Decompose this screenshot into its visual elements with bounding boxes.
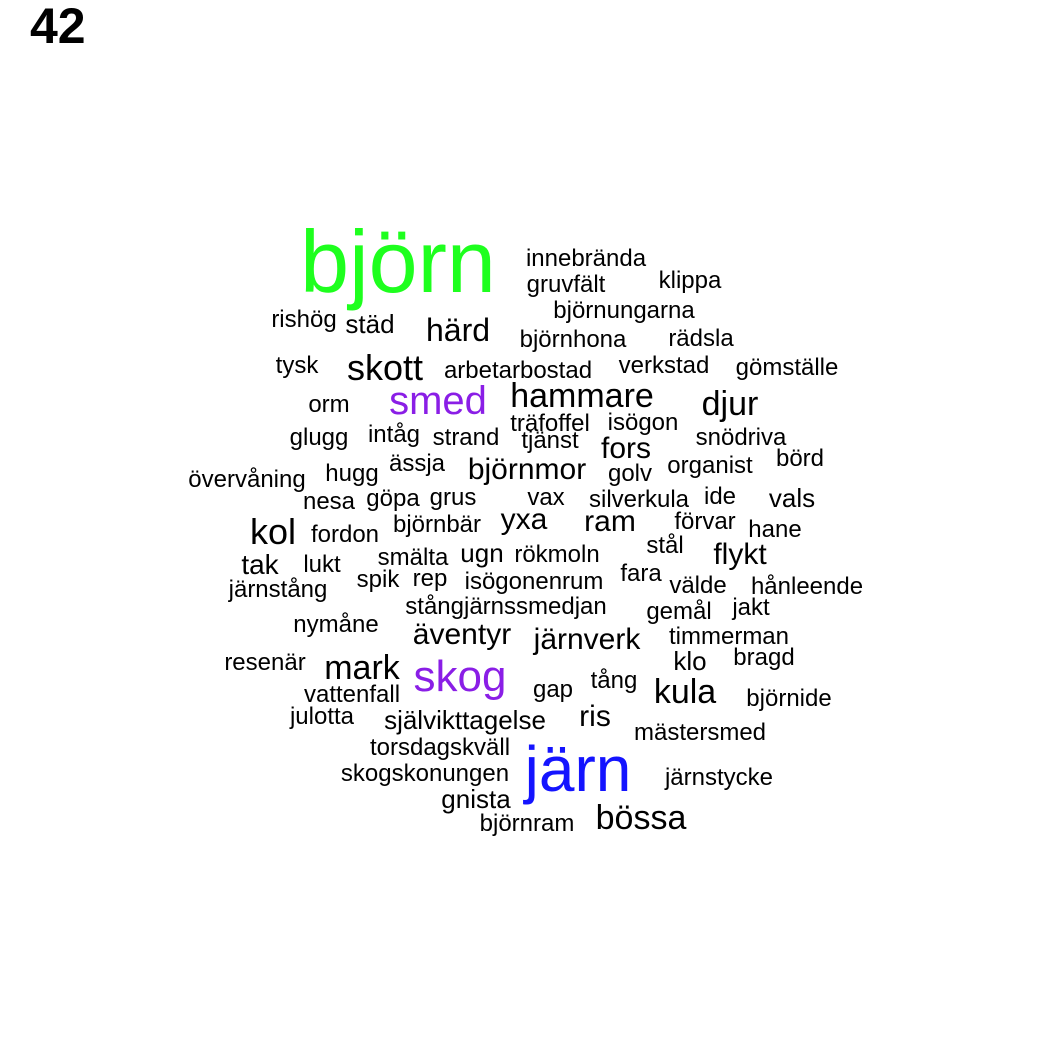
cloud-word: lukt [303, 551, 341, 578]
cloud-word: gruvfält [526, 271, 606, 298]
cloud-word: fara [620, 560, 662, 587]
cloud-word: björnmor [467, 453, 587, 486]
cloud-word: julotta [289, 703, 355, 730]
cloud-word: nymåne [293, 611, 379, 638]
cloud-word: orm [308, 391, 350, 418]
cloud-word: smed [389, 379, 487, 423]
cloud-word: strand [432, 424, 500, 451]
cloud-word: djur [701, 385, 759, 423]
cloud-word: skog [413, 652, 507, 701]
page-number: 42 [30, 0, 86, 54]
cloud-word: fors [600, 432, 652, 465]
cloud-word: rishög [271, 306, 337, 333]
cloud-word: björnide [746, 685, 832, 712]
cloud-word: stål [646, 532, 684, 559]
cloud-word: kula [653, 673, 717, 711]
cloud-word: björnbär [392, 511, 482, 538]
cloud-word: björnhona [519, 326, 627, 353]
cloud-word: rädsla [668, 325, 734, 352]
cloud-word: intåg [367, 421, 421, 448]
cloud-word: vax [527, 484, 565, 511]
cloud-word: träfoffel [510, 410, 590, 437]
cloud-word: ugn [460, 538, 504, 568]
cloud-word: flykt [713, 538, 767, 571]
cloud-word: hugg [325, 460, 379, 487]
cloud-word: förvar [674, 508, 736, 535]
cloud-word: vattenfall [303, 681, 401, 708]
cloud-word: tjänst [521, 427, 579, 454]
cloud-word: torsdagskväll [369, 734, 511, 761]
cloud-word: arbetarbostad [443, 357, 593, 384]
cloud-word: järnstång [228, 576, 328, 603]
cloud-word: självikttagelse [384, 705, 546, 735]
cloud-word: björnram [479, 810, 575, 837]
cloud-word: ram [584, 505, 636, 538]
cloud-word: stångjärnssmedjan [405, 593, 607, 620]
cloud-word: ris [579, 700, 611, 733]
cloud-word: rep [412, 565, 448, 592]
cloud-word: yxa [500, 503, 548, 536]
cloud-word: innebrända [525, 245, 647, 272]
cloud-word: golv [607, 460, 653, 487]
cloud-word: mark [324, 649, 400, 687]
cloud-word: nesa [302, 488, 356, 515]
cloud-word: tysk [275, 352, 319, 379]
cloud-word: härd [425, 312, 491, 348]
cloud-word: järnverk [533, 623, 641, 656]
cloud-word: välde [669, 572, 727, 599]
cloud-word: björnungarna [553, 297, 695, 324]
cloud-word: gnista [441, 784, 511, 814]
cloud-word: järnstycke [664, 764, 774, 791]
cloud-word: rökmoln [514, 541, 600, 568]
cloud-word: gap [532, 676, 574, 703]
cloud-word: klo [673, 646, 707, 676]
cloud-word: vals [768, 483, 816, 513]
cloud-word: organist [667, 452, 753, 479]
cloud-word: tak [241, 549, 279, 580]
cloud-word: isögonenrum [464, 568, 604, 595]
cloud-word: silverkula [588, 486, 690, 513]
cloud-word: isögon [607, 409, 679, 436]
cloud-word: jakt [732, 594, 770, 621]
cloud-word: smälta [377, 544, 449, 571]
cloud-word: ässja [388, 450, 446, 477]
cloud-word: börd [775, 445, 825, 472]
cloud-word: övervåning [188, 466, 306, 493]
cloud-word: fordon [310, 521, 380, 548]
cloud-word: spik [356, 566, 400, 593]
cloud-word: hammare [510, 377, 654, 415]
cloud-word: hane [748, 516, 802, 543]
cloud-word: tång [590, 667, 638, 694]
cloud-word: bössa [595, 799, 687, 837]
cloud-word: klippa [658, 267, 722, 294]
cloud-word: gömställe [735, 354, 839, 381]
cloud-word: mästersmed [633, 719, 767, 746]
cloud-word: glugg [289, 424, 349, 451]
cloud-word: gemål [646, 598, 712, 625]
cloud-word: järn [524, 733, 632, 805]
cloud-word: hånleende [750, 573, 864, 600]
cloud-word: bragd [733, 644, 795, 671]
cloud-word: snödriva [695, 424, 787, 451]
cloud-word: timmerman [668, 623, 790, 650]
cloud-word: skogskonungen [340, 760, 510, 787]
cloud-word: kol [249, 511, 297, 552]
cloud-word: björn [300, 212, 496, 311]
cloud-word: grus [429, 484, 477, 511]
cloud-word: verkstad [618, 352, 710, 379]
cloud-word: resenär [224, 649, 306, 676]
cloud-word: städ [345, 309, 395, 339]
cloud-word: äventyr [412, 618, 512, 651]
cloud-word: ide [703, 483, 737, 510]
cloud-word: skott [346, 347, 424, 388]
cloud-word: göpa [366, 485, 420, 512]
